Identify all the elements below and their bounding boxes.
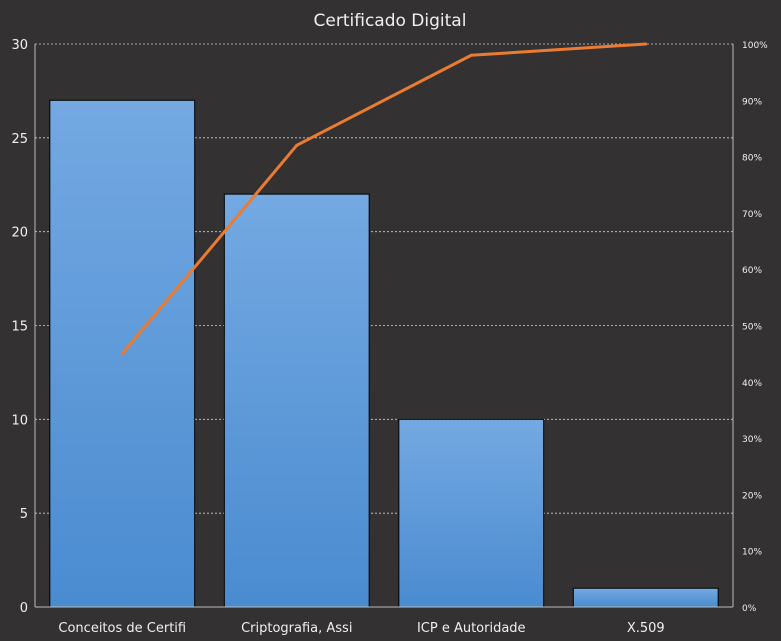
y-tick-label: 15	[11, 320, 28, 335]
y2-tick-label: 30%	[742, 435, 762, 445]
y-tick-label: 20	[11, 226, 28, 241]
y2-tick-label: 50%	[742, 323, 762, 333]
y-tick-label: 5	[20, 507, 28, 522]
y2-tick-label: 40%	[742, 379, 762, 389]
x-tick-label: ICP e Autoridade	[417, 621, 526, 636]
x-tick-label: X.509	[627, 621, 665, 636]
x-tick-label: Criptografia, Assi	[241, 621, 352, 636]
bar	[223, 193, 370, 608]
y-tick-label: 10	[11, 413, 28, 428]
line-point	[469, 53, 473, 57]
y-tick-label: 25	[11, 132, 28, 147]
line-point	[644, 42, 648, 46]
line-point	[295, 143, 299, 147]
y2-tick-label: 60%	[742, 266, 762, 276]
y-tick-label: 0	[20, 601, 28, 616]
y2-tick-label: 100%	[742, 41, 768, 51]
cumulative-line	[121, 42, 646, 355]
line-point	[120, 352, 124, 356]
bar	[398, 418, 545, 608]
y-tick-label: 30	[11, 38, 28, 53]
y2-tick-label: 20%	[742, 491, 762, 501]
chart-title: Certificado Digital	[314, 11, 467, 31]
y2-tick-label: 80%	[742, 154, 762, 164]
bar	[572, 587, 719, 608]
x-tick-label: Conceitos de Certifi	[58, 621, 186, 636]
y2-tick-label: 0%	[742, 604, 757, 614]
y2-tick-label: 10%	[742, 548, 762, 558]
y2-tick-label: 90%	[742, 97, 762, 107]
y2-tick-label: 70%	[742, 210, 762, 220]
